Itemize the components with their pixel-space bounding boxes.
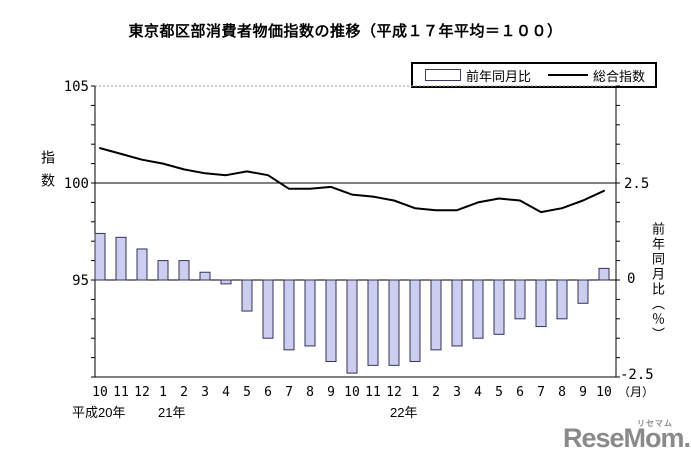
chart-title: 東京都区部消費者物価指数の推移（平成１７年平均＝１００） xyxy=(128,23,563,40)
yoy-bar xyxy=(262,279,274,339)
yoy-bar xyxy=(367,279,379,366)
x-month-label: 9 xyxy=(327,385,335,400)
x-month-label: 10 xyxy=(596,385,612,400)
x-month-label: 10 xyxy=(92,385,108,400)
year-label-h21: 21年 xyxy=(158,405,186,420)
legend-line-swatch-icon xyxy=(548,74,589,76)
yoy-bar xyxy=(577,279,589,304)
x-month-label: 1 xyxy=(411,385,419,400)
x-month-label: 12 xyxy=(386,385,402,400)
yoy-bar xyxy=(409,279,421,362)
legend: 前年同月比 総合指数 xyxy=(411,62,658,88)
x-month-label: 2 xyxy=(432,385,440,400)
yoy-bar xyxy=(325,279,337,362)
x-month-label: 3 xyxy=(453,385,461,400)
x-month-label: 6 xyxy=(516,385,524,400)
x-month-label: 7 xyxy=(285,385,293,400)
x-month-label: 11 xyxy=(365,385,381,400)
yoy-bar xyxy=(136,248,148,281)
right-axis-title: 前年同月比（％） xyxy=(650,222,665,342)
left-axis-title: 指数 xyxy=(40,150,56,196)
yoy-bar xyxy=(472,279,484,339)
right-tick-pos: 2.5 xyxy=(624,176,650,192)
x-month-label: 7 xyxy=(537,385,545,400)
x-month-label: 5 xyxy=(243,385,251,400)
x-month-label: 8 xyxy=(306,385,314,400)
yoy-bar xyxy=(304,279,316,347)
x-axis-unit-label: （月） xyxy=(618,385,655,399)
legend-line-label: 総合指数 xyxy=(593,68,646,84)
right-tick-zero: 0 xyxy=(627,271,636,287)
yoy-bar xyxy=(430,279,442,351)
left-tick-95: 95 xyxy=(72,273,89,289)
yoy-bar xyxy=(157,260,169,281)
yoy-bar xyxy=(493,279,505,335)
yoy-bar xyxy=(94,232,106,281)
yoy-bar xyxy=(346,279,358,374)
x-month-label: 4 xyxy=(474,385,482,400)
legend-bar-label: 前年同月比 xyxy=(466,68,532,84)
x-month-label: 5 xyxy=(495,385,503,400)
x-month-label: 4 xyxy=(222,385,230,400)
yoy-bar xyxy=(115,236,127,281)
left-tick-100: 100 xyxy=(63,176,89,192)
yoy-bar xyxy=(556,279,568,320)
x-month-label: 3 xyxy=(201,385,209,400)
yoy-bar xyxy=(598,267,610,281)
yoy-bar xyxy=(451,279,463,347)
x-month-label: 10 xyxy=(344,385,360,400)
x-month-label: 2 xyxy=(180,385,188,400)
index-line xyxy=(99,147,605,214)
yoy-bar xyxy=(178,260,190,281)
yoy-bar xyxy=(388,279,400,366)
logo-text: ReseMom. xyxy=(563,423,691,453)
x-month-label: 1 xyxy=(159,385,167,400)
x-month-label: 9 xyxy=(579,385,587,400)
yoy-bar xyxy=(199,271,211,281)
resemom-logo: リセマム ReseMom. xyxy=(563,418,691,454)
x-month-label: 11 xyxy=(113,385,129,400)
logo-ruby-text: リセマム xyxy=(637,419,673,428)
yoy-bar xyxy=(283,279,295,351)
x-month-label: 8 xyxy=(558,385,566,400)
x-month-label: 12 xyxy=(134,385,150,400)
year-label-h20: 平成20年 xyxy=(72,405,126,420)
x-month-label: 6 xyxy=(264,385,272,400)
left-tick-105: 105 xyxy=(63,79,89,95)
yoy-bar xyxy=(241,279,253,312)
yoy-bar xyxy=(535,279,547,328)
legend-bar-swatch-icon xyxy=(425,69,461,81)
right-tick-neg: -2.5 xyxy=(620,367,654,383)
yoy-bar xyxy=(514,279,526,320)
yoy-bar xyxy=(220,279,232,285)
year-label-h22: 22年 xyxy=(390,405,418,420)
